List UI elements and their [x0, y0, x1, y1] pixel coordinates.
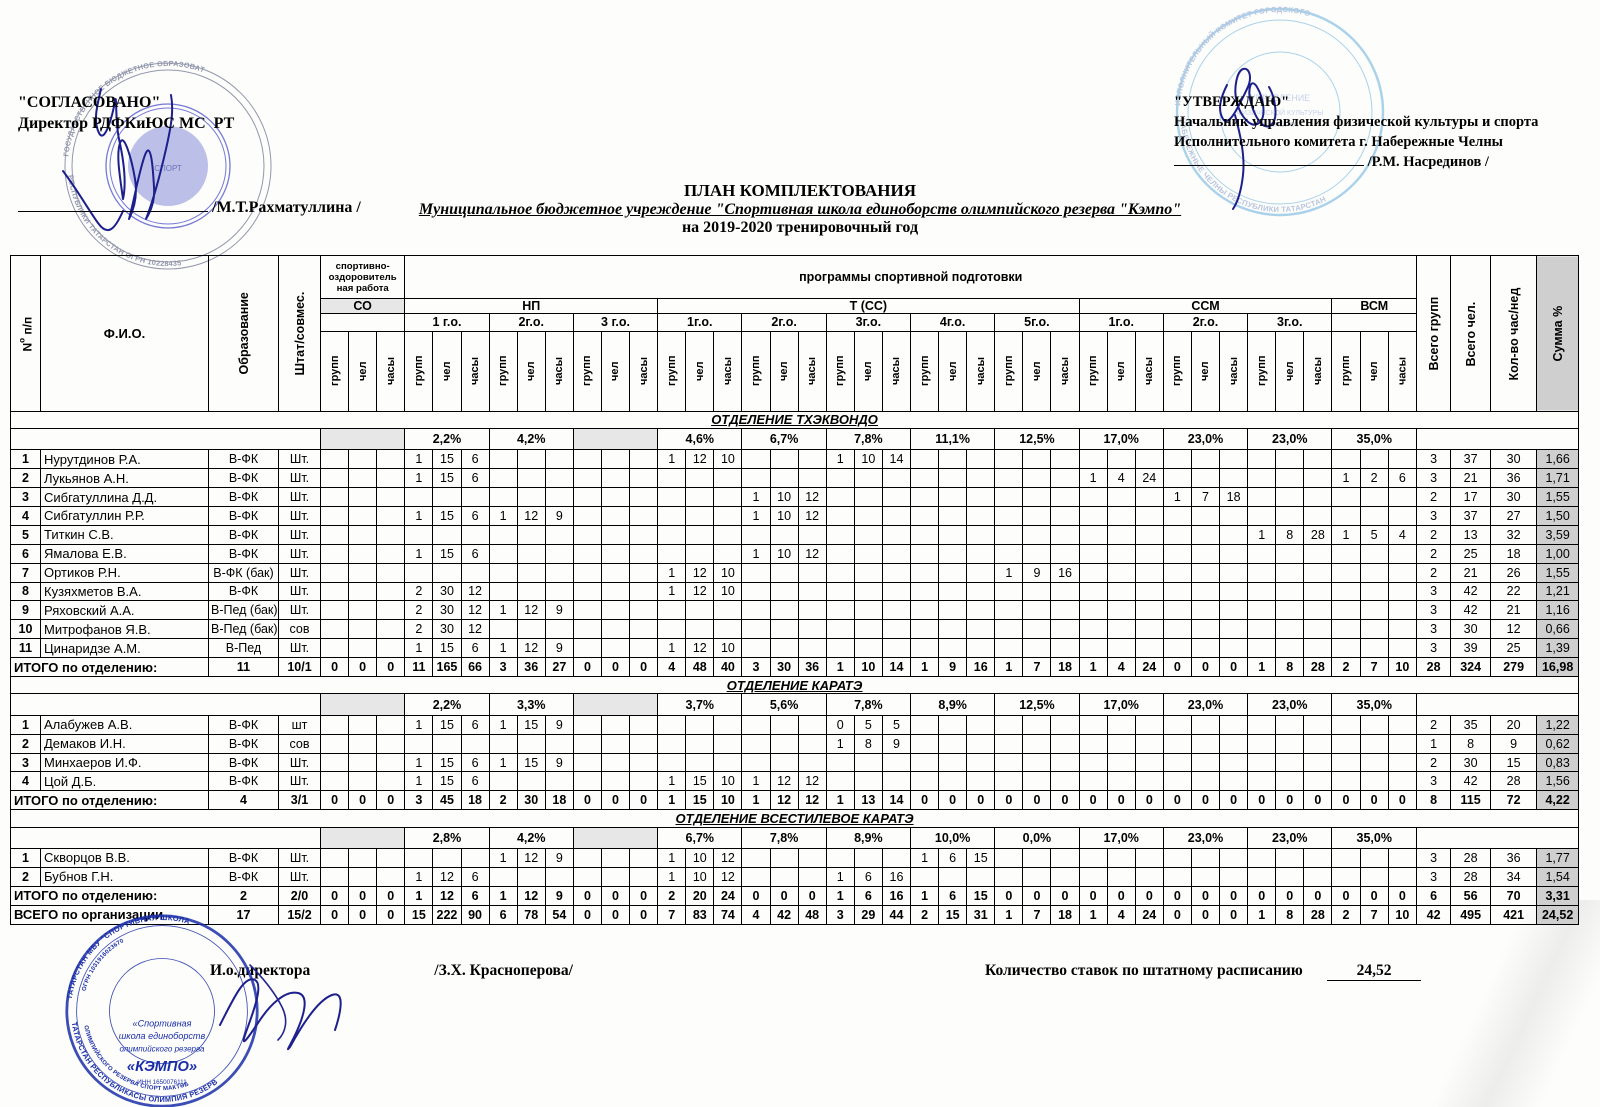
svg-text:«КЭМПО»: «КЭМПО» — [127, 1059, 197, 1075]
svg-text:ОГРН 1031916023670: ОГРН 1031916023670 — [82, 938, 126, 992]
svg-text:«Спортивная: «Спортивная — [133, 1018, 192, 1028]
svg-text:ИНН 1650076111: ИНН 1650076111 — [137, 1079, 187, 1086]
